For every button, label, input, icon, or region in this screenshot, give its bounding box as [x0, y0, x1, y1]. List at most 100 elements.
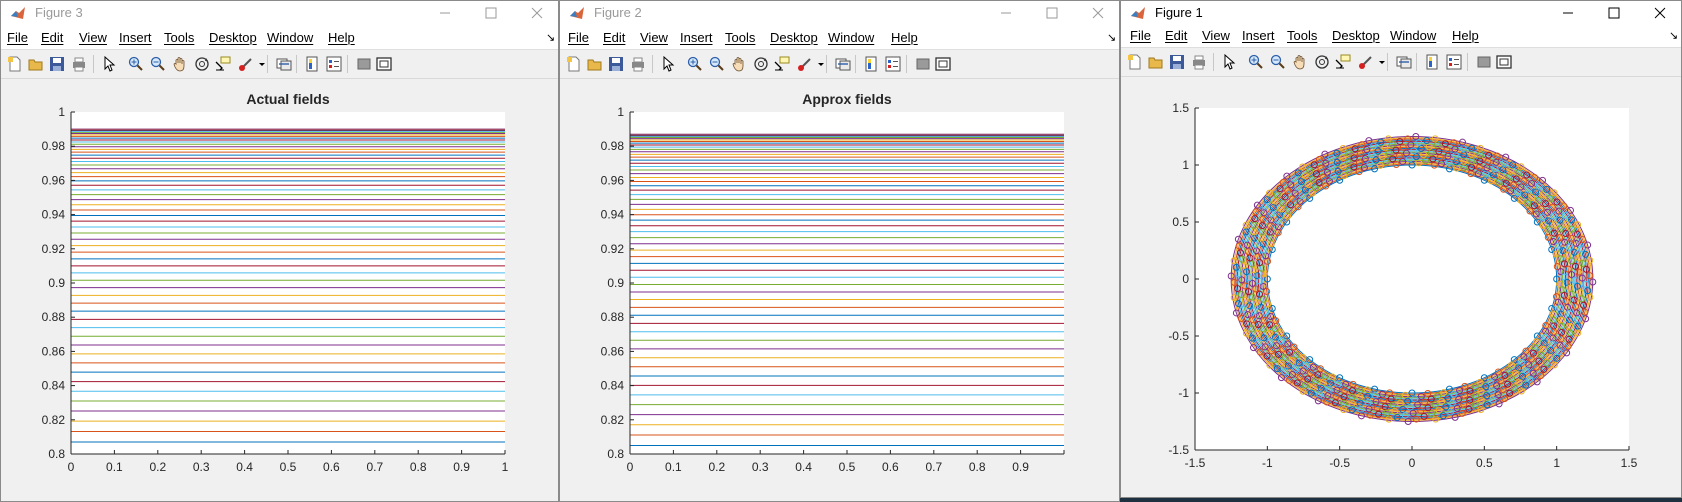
new-figure-button[interactable] — [566, 56, 582, 72]
dock-arrow-icon[interactable]: ↘ — [1107, 32, 1117, 44]
pan-button[interactable] — [1292, 54, 1308, 70]
menu-edit[interactable]: Edit — [41, 30, 64, 45]
series-circle[interactable] — [1265, 163, 1559, 395]
axes-background[interactable] — [71, 112, 505, 454]
series-circle[interactable] — [1236, 140, 1588, 418]
insert-colorbar-button[interactable] — [304, 56, 320, 72]
brush-button[interactable] — [1358, 54, 1374, 70]
rotate-3d-button[interactable] — [753, 56, 769, 72]
menu-edit[interactable]: Edit — [1165, 28, 1188, 43]
series-circle[interactable] — [1242, 145, 1582, 413]
print-figure-button[interactable] — [1191, 54, 1207, 70]
menu-file[interactable]: File — [1130, 28, 1151, 43]
series-circle[interactable] — [1254, 155, 1570, 403]
maximize-button[interactable] — [468, 1, 514, 25]
save-figure-button[interactable] — [1169, 54, 1185, 70]
menu-file[interactable]: File — [568, 30, 589, 45]
open-file-button[interactable] — [587, 56, 603, 72]
insert-colorbar-button[interactable] — [1424, 54, 1440, 70]
print-figure-button[interactable] — [630, 56, 646, 72]
minimize-button[interactable] — [1545, 1, 1591, 25]
rotate-3d-button[interactable] — [1314, 54, 1330, 70]
menu-view[interactable]: View — [79, 30, 107, 45]
minimize-button[interactable] — [422, 1, 468, 25]
zoom-in-button[interactable] — [1248, 54, 1264, 70]
zoom-in-button[interactable] — [687, 56, 703, 72]
menu-help[interactable]: Help — [1452, 28, 1479, 43]
title-bar[interactable]: Figure 1 — [1121, 1, 1681, 25]
insert-legend-button[interactable] — [1446, 54, 1462, 70]
maximize-button[interactable] — [1029, 1, 1075, 25]
menu-edit[interactable]: Edit — [603, 30, 626, 45]
zoom-out-button[interactable] — [1270, 54, 1286, 70]
print-figure-button[interactable] — [71, 56, 87, 72]
menu-window[interactable]: Window — [828, 30, 875, 45]
menu-help[interactable]: Help — [891, 30, 918, 45]
open-file-button[interactable] — [1148, 54, 1164, 70]
new-figure-button[interactable] — [1127, 54, 1143, 70]
insert-colorbar-button[interactable] — [863, 56, 879, 72]
zoom-out-button[interactable] — [709, 56, 725, 72]
menu-view[interactable]: View — [640, 30, 668, 45]
series-circle[interactable] — [1262, 160, 1562, 398]
minimize-button[interactable] — [983, 1, 1029, 25]
menu-file[interactable]: File — [7, 30, 28, 45]
insert-legend-button[interactable] — [885, 56, 901, 72]
open-file-button[interactable] — [28, 56, 44, 72]
brush-button[interactable] — [797, 56, 813, 72]
edit-plot-button[interactable] — [660, 55, 676, 72]
hide-plot-tools-button[interactable] — [356, 56, 372, 72]
series-circle[interactable] — [1248, 150, 1576, 408]
menu-desktop[interactable]: Desktop — [770, 30, 818, 45]
title-bar[interactable]: Figure 2 — [560, 1, 1119, 25]
menu-view[interactable]: View — [1202, 28, 1230, 43]
zoom-in-button[interactable] — [128, 56, 144, 72]
menu-tools[interactable]: Tools — [725, 30, 756, 45]
save-figure-button[interactable] — [49, 56, 65, 72]
pan-button[interactable] — [731, 56, 747, 72]
insert-legend-button[interactable] — [326, 56, 342, 72]
data-cursor-button[interactable] — [215, 56, 231, 72]
series-circle[interactable] — [1266, 164, 1558, 394]
hide-plot-tools-button[interactable] — [1476, 54, 1492, 70]
series-circle[interactable] — [1253, 153, 1571, 405]
zoom-out-button[interactable] — [150, 56, 166, 72]
brush-button[interactable] — [238, 56, 254, 72]
series-circle[interactable] — [1241, 144, 1583, 414]
show-plot-tools-button[interactable] — [935, 56, 951, 72]
brush-dropdown-button[interactable] — [1374, 54, 1385, 70]
pan-button[interactable] — [172, 56, 188, 72]
menu-window[interactable]: Window — [267, 30, 314, 45]
menu-help[interactable]: Help — [328, 30, 355, 45]
series-circle[interactable] — [1250, 151, 1574, 407]
title-bar[interactable]: Figure 3 — [1, 1, 558, 25]
dock-arrow-icon[interactable]: ↘ — [1669, 30, 1679, 42]
menu-insert[interactable]: Insert — [1242, 28, 1275, 43]
new-figure-button[interactable] — [7, 56, 23, 72]
maximize-button[interactable] — [1591, 1, 1637, 25]
hide-plot-tools-button[interactable] — [915, 56, 931, 72]
menu-insert[interactable]: Insert — [119, 30, 152, 45]
link-plot-button[interactable] — [1396, 54, 1412, 70]
link-plot-button[interactable] — [276, 56, 292, 72]
menu-desktop[interactable]: Desktop — [209, 30, 257, 45]
axes-background[interactable] — [630, 112, 1064, 454]
data-cursor-button[interactable] — [774, 56, 790, 72]
edit-plot-button[interactable] — [1221, 53, 1237, 70]
menu-tools[interactable]: Tools — [1287, 28, 1318, 43]
data-cursor-button[interactable] — [1335, 54, 1351, 70]
series-circle[interactable] — [1235, 139, 1589, 419]
save-figure-button[interactable] — [608, 56, 624, 72]
menu-window[interactable]: Window — [1390, 28, 1437, 43]
close-button[interactable] — [514, 1, 558, 25]
edit-plot-button[interactable] — [101, 55, 117, 72]
close-button[interactable] — [1637, 1, 1681, 25]
show-plot-tools-button[interactable] — [1496, 54, 1512, 70]
rotate-3d-button[interactable] — [194, 56, 210, 72]
menu-tools[interactable]: Tools — [164, 30, 195, 45]
show-plot-tools-button[interactable] — [376, 56, 392, 72]
brush-dropdown-button[interactable] — [813, 56, 824, 72]
menu-insert[interactable]: Insert — [680, 30, 713, 45]
close-button[interactable] — [1075, 1, 1119, 25]
link-plot-button[interactable] — [835, 56, 851, 72]
